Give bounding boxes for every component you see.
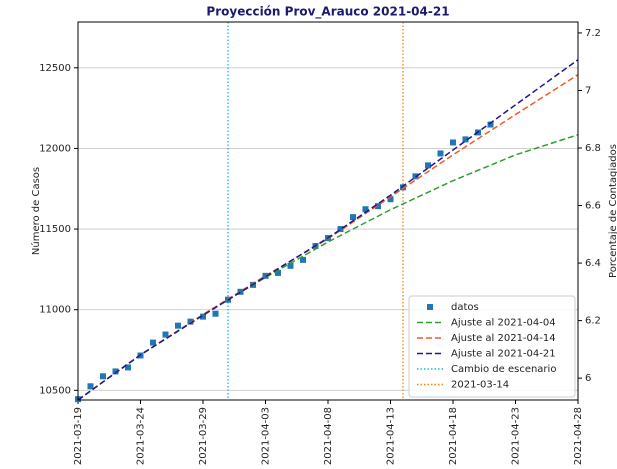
y2-tick-label: 6.6 [585,201,601,212]
data-point [300,256,306,263]
y2-tick-label: 6.8 [585,143,601,154]
legend-marker [427,304,433,310]
x-tick-label: 2021-03-29 [198,407,209,465]
y-axis-label: Número de Casos [30,167,42,255]
data-point [362,206,369,213]
legend-box [408,295,576,398]
x-tick-label: 2021-04-03 [261,407,272,465]
legend-label: datos [451,302,479,313]
y2-tick-label: 6.2 [585,316,601,327]
data-point [150,339,156,346]
data-point [262,272,269,279]
y-tick-label: 11000 [39,305,71,316]
data-point [337,226,344,233]
legend-label: Ajuste al 2021-04-04 [451,318,556,329]
data-point [387,196,394,203]
y2-tick-label: 6 [585,373,591,384]
data-point [212,310,219,317]
y-tick-label: 12000 [39,143,71,154]
x-tick-label: 2021-04-18 [448,407,459,465]
legend-label: Ajuste al 2021-04-14 [451,333,556,344]
x-tick-label: 2021-03-19 [73,407,84,465]
fit-line [77,59,579,401]
y2-axis-label: Porcentaje de Contagiados [608,144,617,278]
x-tick-label: 2021-04-28 [573,407,584,465]
y-tick-label: 10500 [39,385,71,396]
data-point [437,150,444,157]
data-point [425,162,431,169]
data-point [450,139,456,146]
data-point [462,136,469,143]
y2-tick-label: 6.4 [585,258,601,269]
data-point [350,214,356,221]
data-point [400,184,406,191]
chart-title: Proyección Prov_Arauco 2021-04-21 [206,5,449,20]
data-point [275,269,281,276]
x-tick-label: 2021-03-24 [136,407,147,465]
data-point [487,121,494,128]
y-tick-label: 11500 [39,224,71,235]
data-point [175,322,181,329]
legend-label: 2021-03-14 [451,380,509,391]
x-tick-label: 2021-04-08 [323,407,334,465]
data-point [162,331,169,338]
data-point [200,313,206,320]
x-tick-label: 2021-04-13 [386,407,397,465]
data-point [375,203,381,210]
legend-label: Ajuste al 2021-04-21 [451,349,556,360]
legend-label: Cambio de escenario [451,364,556,375]
data-point [125,364,131,371]
data-point [112,368,119,375]
data-point [100,373,106,380]
plot-frame [77,21,579,401]
y-tick-label: 12500 [39,63,71,74]
data-point [87,383,94,390]
y2-tick-label: 7 [585,85,591,96]
data-point [187,318,194,325]
x-tick-label: 2021-04-23 [511,407,522,465]
data-point [287,262,294,269]
data-point [237,288,244,295]
y2-tick-label: 7.2 [585,28,601,39]
